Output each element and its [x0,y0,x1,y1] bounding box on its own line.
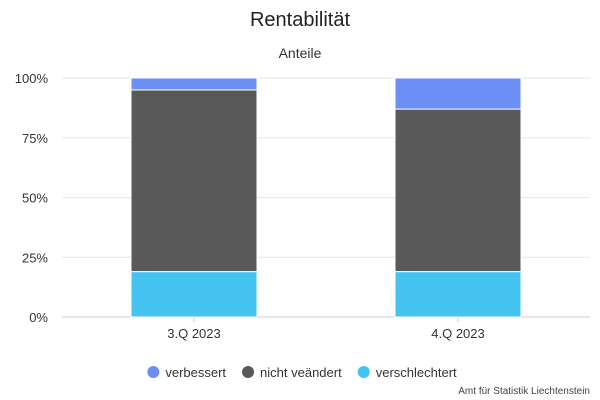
legend-marker [357,366,370,378]
legend: verbessert nicht veändert verschlechtert [147,365,457,380]
legend-marker [147,366,160,378]
y-tick-label: 75% [22,131,48,146]
bar-segment[interactable] [130,77,258,91]
x-tick-label: 3.Q 2023 [167,326,221,341]
y-tick-label: 0% [29,310,48,325]
legend-label: nicht veändert [260,365,342,380]
bar-segment[interactable] [394,77,522,110]
chart-subtitle: Anteile [279,45,322,61]
x-axis: 3.Q 2023 4.Q 2023 [167,317,485,341]
chart-title: Rentabilität [250,9,351,31]
bars-group [130,77,522,318]
legend-label: verschlechtert [376,365,457,380]
legend-item[interactable]: verschlechtert [357,365,457,380]
credit-text: Amt für Statistik Liechtenstein [458,386,590,397]
bar-segment[interactable] [130,271,258,318]
legend-label: verbessert [165,365,226,380]
bar-segment[interactable] [394,271,522,318]
x-tick-label: 4.Q 2023 [431,326,485,341]
legend-item[interactable]: nicht veändert [242,365,342,380]
legend-item[interactable]: verbessert [147,365,226,380]
y-tick-label: 25% [22,250,48,265]
bar-segment[interactable] [394,108,522,273]
y-tick-label: 50% [22,191,48,206]
legend-marker [242,366,255,378]
bar-segment[interactable] [130,89,258,273]
y-tick-label: 100% [15,71,49,86]
y-axis: 0% 25% 50% 75% 100% [15,71,49,325]
